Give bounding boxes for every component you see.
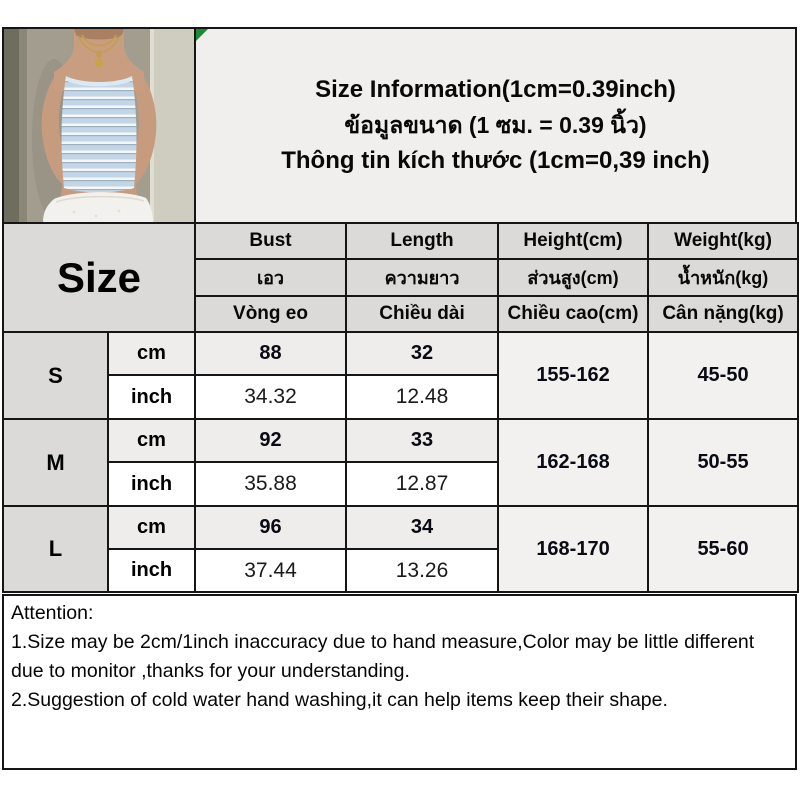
header-row-thai: เอว ความยาว ส่วนสูง(cm) น้ำหนัก(kg) — [3, 258, 800, 297]
attention-note-1: 1.Size may be 2cm/1inch inaccuracy due t… — [11, 631, 755, 682]
col-header-length-th: ความยาว — [345, 258, 500, 297]
table-row-m-cm: M cm 92 33 162-168 50-55 — [2, 418, 800, 507]
weight-cell-s: 45-50 — [647, 331, 800, 420]
attention-note-2: 2.Suggestion of cold water hand washing,… — [11, 689, 668, 711]
green-corner-triangle-icon — [196, 29, 208, 41]
col-header-weight-vi: Cân nặng(kg) — [647, 295, 800, 333]
attention-box: Attention: 1.Size may be 2cm/1inch inacc… — [2, 594, 797, 770]
col-header-bust-th: เอว — [194, 258, 348, 297]
col-header-height-th: ส่วนสูง(cm) — [497, 258, 650, 297]
weight-cell-m: 50-55 — [647, 418, 800, 507]
product-photo — [4, 29, 196, 222]
title-cell: Size Information(1cm=0.39inch) ข้อมูลขนา… — [196, 29, 795, 222]
length-inch-m: 12.87 — [345, 461, 500, 507]
height-cell-l: 168-170 — [497, 505, 650, 593]
table-row-l-cm: L cm 96 34 168-170 55-60 — [2, 505, 800, 593]
table-row-m-inch: inch 35.88 12.87 — [3, 461, 798, 507]
length-inch-l: 13.26 — [345, 548, 500, 593]
weight-cell-l: 55-60 — [647, 505, 800, 593]
col-header-weight-th: น้ำหนัก(kg) — [647, 258, 800, 297]
table-row-s-inch: inch 34.32 12.48 — [3, 374, 798, 420]
model-photo-illustration — [4, 29, 194, 222]
size-table: Size Bust Length Height(cm) Weight(kg) เ… — [1, 222, 800, 593]
unit-cell-cm: cm — [106, 505, 197, 550]
col-header-weight-en: Weight(kg) — [647, 222, 800, 260]
length-inch-s: 12.48 — [345, 374, 500, 420]
bust-inch-s: 34.32 — [194, 374, 348, 420]
size-header-cell: Size — [1, 222, 197, 333]
size-cell-s: S — [2, 331, 109, 420]
unit-cell-inch: inch — [106, 374, 197, 420]
size-cell-m: M — [2, 418, 109, 507]
col-header-bust-en: Bust — [194, 222, 348, 260]
title-vietnamese: Thông tin kích thước (1cm=0,39 inch) — [281, 146, 710, 174]
col-header-length-vi: Chiều dài — [345, 295, 500, 333]
title-english: Size Information(1cm=0.39inch) — [315, 75, 676, 103]
unit-cell-cm: cm — [106, 331, 197, 376]
header-row-vietnamese: Vòng eo Chiều dài Chiều cao(cm) Cân nặng… — [3, 295, 800, 333]
header-row-english: Size Bust Length Height(cm) Weight(kg) — [1, 222, 800, 333]
size-cell-l: L — [2, 505, 109, 593]
height-cell-s: 155-162 — [497, 331, 650, 420]
bust-cm-m: 92 — [194, 418, 348, 463]
bust-inch-l: 37.44 — [194, 548, 348, 593]
height-cell-m: 162-168 — [497, 418, 650, 507]
unit-cell-inch: inch — [106, 548, 197, 593]
table-row-l-inch: inch 37.44 13.26 — [3, 548, 798, 593]
title-thai: ข้อมูลขนาด (1 ซม. = 0.39 นิ้ว) — [344, 111, 647, 138]
unit-cell-cm: cm — [106, 418, 197, 463]
top-section: Size Information(1cm=0.39inch) ข้อมูลขนา… — [2, 27, 797, 222]
size-chart-sheet: Size Information(1cm=0.39inch) ข้อมูลขนา… — [1, 27, 800, 770]
col-header-length-en: Length — [345, 222, 500, 260]
length-cm-s: 32 — [345, 331, 500, 376]
col-header-bust-vi: Vòng eo — [194, 295, 348, 333]
bust-inch-m: 35.88 — [194, 461, 348, 507]
table-row-s-cm: S cm 88 32 155-162 45-50 — [2, 331, 800, 420]
col-header-height-en: Height(cm) — [497, 222, 650, 260]
col-header-height-vi: Chiều cao(cm) — [497, 295, 650, 333]
attention-heading: Attention: — [11, 602, 94, 624]
bust-cm-s: 88 — [194, 331, 348, 376]
length-cm-l: 34 — [345, 505, 500, 550]
length-cm-m: 33 — [345, 418, 500, 463]
bust-cm-l: 96 — [194, 505, 348, 550]
unit-cell-inch: inch — [106, 461, 197, 507]
